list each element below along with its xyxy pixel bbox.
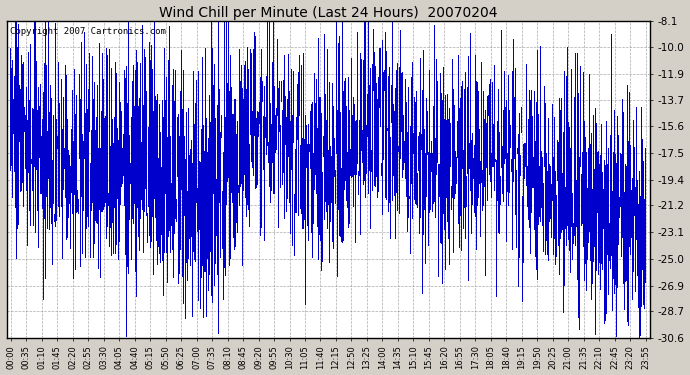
Title: Wind Chill per Minute (Last 24 Hours)  20070204: Wind Chill per Minute (Last 24 Hours) 20… — [159, 6, 497, 20]
Text: Copyright 2007 Cartronics.com: Copyright 2007 Cartronics.com — [10, 27, 166, 36]
